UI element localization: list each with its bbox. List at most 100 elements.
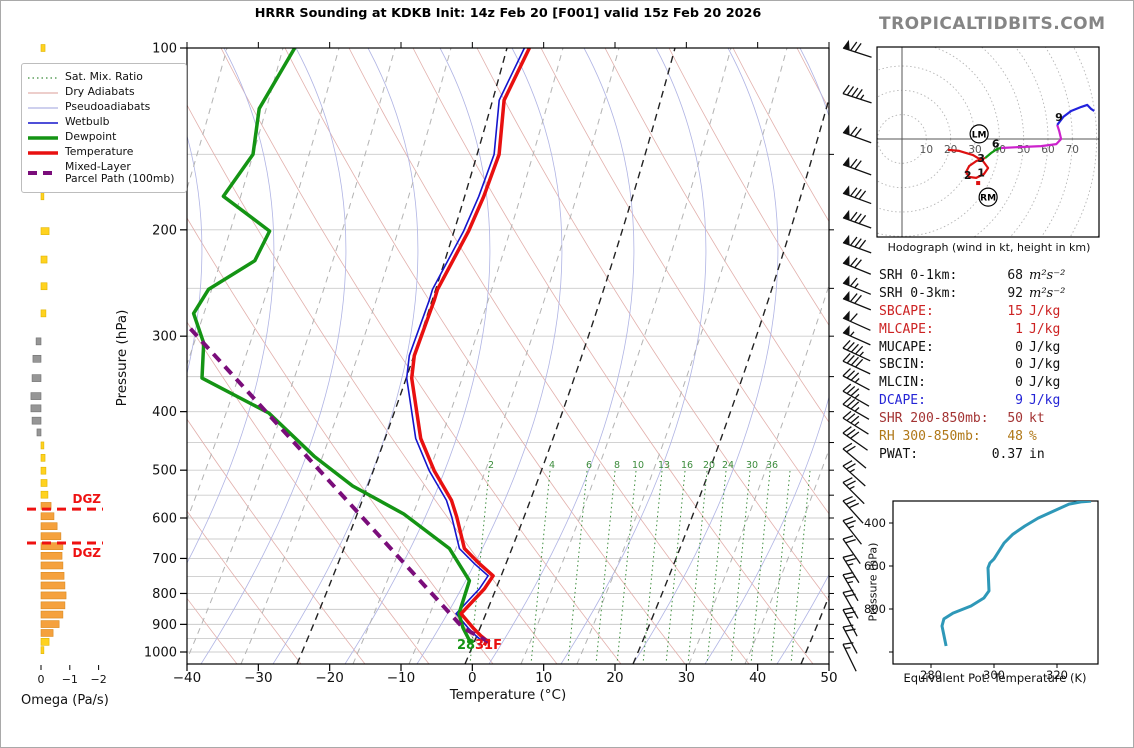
svg-text:RM: RM [980, 194, 996, 204]
parcel-path [187, 321, 491, 645]
legend-item: Temperature [28, 145, 180, 159]
legend-item-label: Sat. Mix. Ratio [65, 70, 143, 84]
temperature-legend-sample [28, 150, 58, 155]
temperature-tick-label: 40 [749, 670, 766, 686]
stat-value: 0.37 [991, 446, 1023, 462]
rm-marker [978, 187, 998, 207]
mixratio-label: 2 [488, 460, 494, 471]
legend-item-label: Temperature [65, 145, 134, 159]
mixratio-label: 6 [586, 460, 592, 471]
hodograph-trace [1000, 124, 1063, 150]
omega-tick-label: −1 [62, 673, 78, 686]
pressure-tick-label: 900 [152, 618, 177, 633]
stat-label: MLCAPE: [879, 321, 934, 337]
stat-row: MLCIN: 0 J/kg [877, 375, 1111, 393]
pressure-tick-label: 1000 [144, 646, 177, 661]
stat-label: SBCIN: [879, 357, 926, 373]
stat-unit: J/kg [1029, 339, 1061, 355]
stat-value: 68 [1007, 268, 1023, 283]
stat-unit: J/kg [1029, 357, 1061, 373]
legend-item: Sat. Mix. Ratio [28, 70, 180, 84]
stat-row: DCAPE: 9 J/kg [877, 393, 1111, 411]
stat-label: SBCAPE: [879, 303, 934, 319]
stat-row: PWAT: 0.37 in [877, 447, 1111, 465]
hodograph-tick-label: 60 [1041, 144, 1054, 156]
pressure-axis-label: Pressure (hPa) [114, 309, 130, 407]
wetbulb-legend-sample [28, 121, 58, 124]
legend-item: Wetbulb [28, 115, 180, 129]
dewpoint-curve [191, 48, 473, 645]
hodograph-tick-label: 10 [920, 144, 933, 156]
legend-item: Mixed-Layer Parcel Path (100mb) [28, 160, 180, 186]
thetae-temp-tick: 300 [983, 668, 1005, 682]
mixratio-label: 13 [658, 460, 670, 471]
hodograph-tick-label: 30 [968, 144, 981, 156]
temperature-tick-label: 20 [606, 670, 623, 686]
mixratio-label: 30 [746, 460, 758, 471]
stat-value: 92 [1007, 285, 1023, 301]
stat-value: 1 [1015, 321, 1023, 337]
stat-row: SRH 0-1km: 68 m²s⁻² [877, 268, 1111, 286]
hodograph-height-label: 3 [977, 152, 985, 165]
temperature-tick-label: 10 [535, 670, 552, 686]
thetae-pressure-label: Pressure (hPa) [866, 542, 880, 622]
hodograph-tick-label: 70 [1066, 144, 1079, 156]
legend-box: Sat. Mix. Ratio Dry Adiabats Pseudoadiabat… [21, 63, 187, 193]
sounding-curves [187, 48, 531, 647]
surface-dewpoint-label: 28 [457, 638, 476, 653]
stat-value: 0 [1015, 357, 1023, 373]
legend-item-label: Wetbulb [65, 115, 110, 129]
stat-unit: J/kg [1029, 393, 1061, 409]
dgz-markers: DGZ DGZ [27, 492, 103, 560]
stat-unit: kt [1029, 411, 1045, 427]
pressure-tick-label: 100 [152, 42, 177, 57]
thetae-temp-tick: 320 [1046, 668, 1068, 682]
legend-item: Pseudoadiabats [28, 100, 180, 114]
stat-row: SBCAPE: 15 J/kg [877, 304, 1111, 322]
pressure-tick-label: 600 [152, 512, 177, 527]
stat-unit: % [1029, 429, 1037, 445]
stat-label: SHR 200-850mb: [879, 411, 989, 427]
page-title: HRRR Sounding at KDKB Init: 14z Feb 20 [… [254, 6, 762, 21]
stat-value: 15 [1007, 303, 1023, 319]
pressure-tick-label: 300 [152, 330, 177, 345]
mixratio-label: 8 [614, 460, 620, 471]
mixratio-label: 10 [632, 460, 644, 471]
legend-item: Dewpoint [28, 130, 180, 144]
stat-unit: J/kg [1029, 375, 1061, 391]
stat-label: MLCIN: [879, 375, 926, 391]
temperature-tick-label: −20 [315, 670, 344, 686]
stat-value: 0 [1015, 339, 1023, 355]
mixratio-label: 4 [549, 460, 555, 471]
pressure-tick-label: 800 [152, 587, 177, 602]
pseudo-legend-sample [28, 106, 58, 109]
hodograph-caption: Hodograph (wind in kt, height in km) [887, 241, 1091, 254]
stat-label: RH 300-850mb: [879, 429, 981, 445]
stat-value: 9 [1015, 393, 1023, 409]
stat-label: PWAT: [879, 446, 919, 462]
temperature-tick-label: 30 [678, 670, 695, 686]
thetae-panel: 400 600 800 280 300 320 [864, 500, 1099, 682]
stat-value: 0 [1015, 375, 1023, 391]
omega-tick-label: 0 [38, 673, 45, 686]
stat-label: SRH 0-1km: [879, 268, 958, 283]
watermark-logo: TROPICALTIDBITS.COM [879, 14, 1106, 34]
hodograph-height-label: 2 [964, 169, 972, 182]
stat-label: SRH 0-3km: [879, 285, 958, 301]
wetbulb-curve [405, 48, 526, 646]
hodograph-height-label: 6 [992, 138, 1000, 151]
temperature-axis-label: Temperature (°C) [449, 687, 567, 703]
thetae-axis-label: Equivalent Pot. Temperature (K) [903, 671, 1087, 685]
stat-unit: J/kg [1029, 303, 1061, 319]
lm-marker [969, 124, 989, 144]
stat-row: SBCIN: 0 J/kg [877, 357, 1111, 375]
stat-row: MUCAPE: 0 J/kg [877, 340, 1111, 358]
hodograph-trace [947, 148, 990, 179]
surface-temperature-label: 31F [475, 638, 502, 653]
legend-item: Dry Adiabats [28, 85, 180, 99]
mixratio-label: 16 [681, 460, 693, 471]
